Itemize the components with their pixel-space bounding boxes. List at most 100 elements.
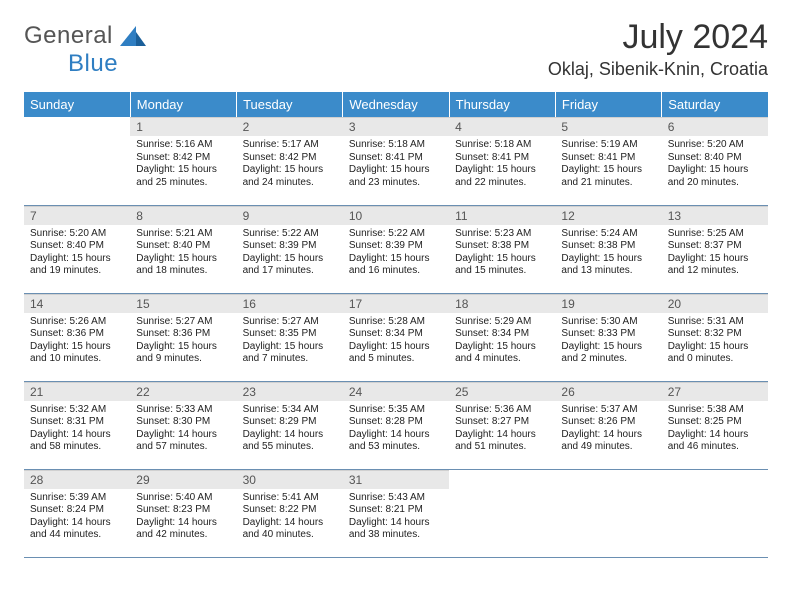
daylight-line: Daylight: 14 hours and 53 minutes.: [349, 429, 430, 453]
sunset-line: Sunset: 8:23 PM: [136, 504, 210, 515]
calendar-cell: 24Sunrise: 5:35 AMSunset: 8:28 PMDayligh…: [343, 381, 449, 469]
sunrise-line: Sunrise: 5:27 AM: [136, 316, 212, 327]
day-content: Sunrise: 5:27 AMSunset: 8:35 PM Daylight:…: [237, 313, 343, 368]
sunset-line: Sunset: 8:24 PM: [30, 504, 104, 515]
weekday-header: Wednesday: [343, 92, 449, 117]
daylight-line: Daylight: 14 hours and 42 minutes.: [136, 517, 217, 541]
daylight-line: Daylight: 15 hours and 0 minutes.: [668, 341, 749, 365]
day-content: Sunrise: 5:26 AMSunset: 8:36 PMDaylight:…: [24, 313, 130, 368]
day-number: 9: [237, 206, 343, 225]
daylight-line: Daylight: 14 hours and 38 minutes.: [349, 517, 430, 541]
day-number: 20: [662, 294, 768, 313]
sunset-line: Sunset: 8:35 PM: [243, 328, 317, 339]
day-number: 17: [343, 294, 449, 313]
day-number: 28: [24, 470, 130, 489]
day-content: Sunrise: 5:22 AMSunset: 8:39 PMDaylight:…: [237, 225, 343, 280]
day-number: 2: [237, 117, 343, 136]
day-number: 31: [343, 470, 449, 489]
sunrise-line: Sunrise: 5:43 AM: [349, 492, 425, 503]
daylight-line: Daylight: 14 hours and 46 minutes.: [668, 429, 749, 453]
calendar-cell: 29Sunrise: 5:40 AMSunset: 8:23 PMDayligh…: [130, 469, 236, 557]
sunrise-line: Sunrise: 5:22 AM: [349, 228, 425, 239]
sunset-line: Sunset: 8:33 PM: [561, 328, 635, 339]
day-content: Sunrise: 5:18 AMSunset: 8:41 PMDaylight:…: [343, 136, 449, 191]
sunrise-line: Sunrise: 5:17 AM: [243, 139, 319, 150]
daylight-line: Daylight: 15 hours and 17 minutes.: [243, 253, 324, 277]
calendar-week-row: 14Sunrise: 5:26 AMSunset: 8:36 PMDayligh…: [24, 293, 768, 381]
daylight-line: Daylight: 15 hours and 25 minutes.: [136, 164, 217, 188]
calendar-body: 1Sunrise: 5:16 AMSunset: 8:42 PMDaylight…: [24, 117, 768, 557]
daylight-line: Daylight: 14 hours and 44 minutes.: [30, 517, 111, 541]
sunset-line: Sunset: 8:40 PM: [668, 152, 742, 163]
daylight-line: Daylight: 14 hours and 55 minutes.: [243, 429, 324, 453]
sunrise-line: Sunrise: 5:18 AM: [455, 139, 531, 150]
calendar-cell: [24, 117, 130, 205]
day-content: Sunrise: 5:27 AMSunset: 8:36 PMDaylight:…: [130, 313, 236, 368]
daylight-line: Daylight: 14 hours and 49 minutes.: [561, 429, 642, 453]
sunset-line: Sunset: 8:37 PM: [668, 240, 742, 251]
daylight-line: Daylight: 15 hours and 13 minutes.: [561, 253, 642, 277]
sunset-line: Sunset: 8:22 PM: [243, 504, 317, 515]
sunrise-line: Sunrise: 5:28 AM: [349, 316, 425, 327]
sunset-line: Sunset: 8:27 PM: [455, 416, 529, 427]
sunset-line: Sunset: 8:36 PM: [30, 328, 104, 339]
calendar-cell: 4Sunrise: 5:18 AMSunset: 8:41 PMDaylight…: [449, 117, 555, 205]
day-content: Sunrise: 5:43 AMSunset: 8:21 PMDaylight:…: [343, 489, 449, 544]
day-content: Sunrise: 5:28 AMSunset: 8:34 PMDaylight:…: [343, 313, 449, 368]
sunset-line: Sunset: 8:42 PM: [136, 152, 210, 163]
day-content: Sunrise: 5:32 AMSunset: 8:31 PMDaylight:…: [24, 401, 130, 456]
calendar-cell: [555, 469, 661, 557]
daylight-line: Daylight: 15 hours and 22 minutes.: [455, 164, 536, 188]
calendar-cell: 11Sunrise: 5:23 AMSunset: 8:38 PMDayligh…: [449, 205, 555, 293]
logo: General Blue: [24, 18, 146, 78]
calendar-cell: 18Sunrise: 5:29 AMSunset: 8:34 PMDayligh…: [449, 293, 555, 381]
sunrise-line: Sunrise: 5:31 AM: [668, 316, 744, 327]
calendar-week-row: 21Sunrise: 5:32 AMSunset: 8:31 PMDayligh…: [24, 381, 768, 469]
heading-block: July 2024 Oklaj, Sibenik-Knin, Croatia: [548, 18, 768, 80]
sunrise-line: Sunrise: 5:27 AM: [243, 316, 319, 327]
day-content: Sunrise: 5:18 AM Sunset: 8:41 PMDaylight:…: [449, 136, 555, 191]
sunset-line: Sunset: 8:31 PM: [30, 416, 104, 427]
calendar-cell: 9Sunrise: 5:22 AMSunset: 8:39 PMDaylight…: [237, 205, 343, 293]
calendar-cell: 6Sunrise: 5:20 AMSunset: 8:40 PMDaylight…: [662, 117, 768, 205]
calendar-cell: 31Sunrise: 5:43 AMSunset: 8:21 PMDayligh…: [343, 469, 449, 557]
sunset-line: Sunset: 8:41 PM: [455, 152, 529, 163]
sunrise-line: Sunrise: 5:18 AM: [349, 139, 425, 150]
calendar-cell: [662, 469, 768, 557]
day-number: 15: [130, 294, 236, 313]
day-number: 7: [24, 206, 130, 225]
sunset-line: Sunset: 8:39 PM: [243, 240, 317, 251]
sunrise-line: Sunrise: 5:19 AM: [561, 139, 637, 150]
calendar-week-row: 7Sunrise: 5:20 AMSunset: 8:40 PMDaylight…: [24, 205, 768, 293]
daylight-line: Daylight: 15 hours and 2 minutes.: [561, 341, 642, 365]
daylight-line: Daylight: 15 hours and 21 minutes.: [561, 164, 642, 188]
sunset-line: Sunset: 8:40 PM: [30, 240, 104, 251]
weekday-header: Saturday: [662, 92, 768, 117]
sunrise-line: Sunrise: 5:30 AM: [561, 316, 637, 327]
daylight-line: Daylight: 15 hours and 7 minutes.: [243, 341, 324, 365]
day-content: Sunrise: 5:41 AMSunset: 8:22 PMDaylight:…: [237, 489, 343, 544]
day-number: 13: [662, 206, 768, 225]
sunrise-line: Sunrise: 5:35 AM: [349, 404, 425, 415]
daylight-line: Daylight: 14 hours and 58 minutes.: [30, 429, 111, 453]
calendar-cell: 15Sunrise: 5:27 AMSunset: 8:36 PMDayligh…: [130, 293, 236, 381]
calendar-cell: 28Sunrise: 5:39 AMSunset: 8:24 PMDayligh…: [24, 469, 130, 557]
weekday-row: SundayMondayTuesdayWednesdayThursdayFrid…: [24, 92, 768, 117]
day-number: 22: [130, 382, 236, 401]
location-text: Oklaj, Sibenik-Knin, Croatia: [548, 59, 768, 80]
day-content: Sunrise: 5:37 AMSunset: 8:26 PMDaylight:…: [555, 401, 661, 456]
sunset-line: Sunset: 8:29 PM: [243, 416, 317, 427]
day-content: Sunrise: 5:38 AMSunset: 8:25 PMDaylight:…: [662, 401, 768, 456]
logo-triangle-icon: [120, 26, 146, 46]
sunset-line: Sunset: 8:30 PM: [136, 416, 210, 427]
day-content: Sunrise: 5:35 AMSunset: 8:28 PMDaylight:…: [343, 401, 449, 456]
day-number: 3: [343, 117, 449, 136]
day-content: Sunrise: 5:39 AMSunset: 8:24 PMDaylight:…: [24, 489, 130, 544]
weekday-header: Sunday: [24, 92, 130, 117]
daylight-line: Daylight: 15 hours and 15 minutes.: [455, 253, 536, 277]
calendar-cell: 7Sunrise: 5:20 AMSunset: 8:40 PMDaylight…: [24, 205, 130, 293]
sunrise-line: Sunrise: 5:37 AM: [561, 404, 637, 415]
calendar-week-row: 28Sunrise: 5:39 AMSunset: 8:24 PMDayligh…: [24, 469, 768, 557]
day-number: 24: [343, 382, 449, 401]
calendar-head: SundayMondayTuesdayWednesdayThursdayFrid…: [24, 92, 768, 117]
